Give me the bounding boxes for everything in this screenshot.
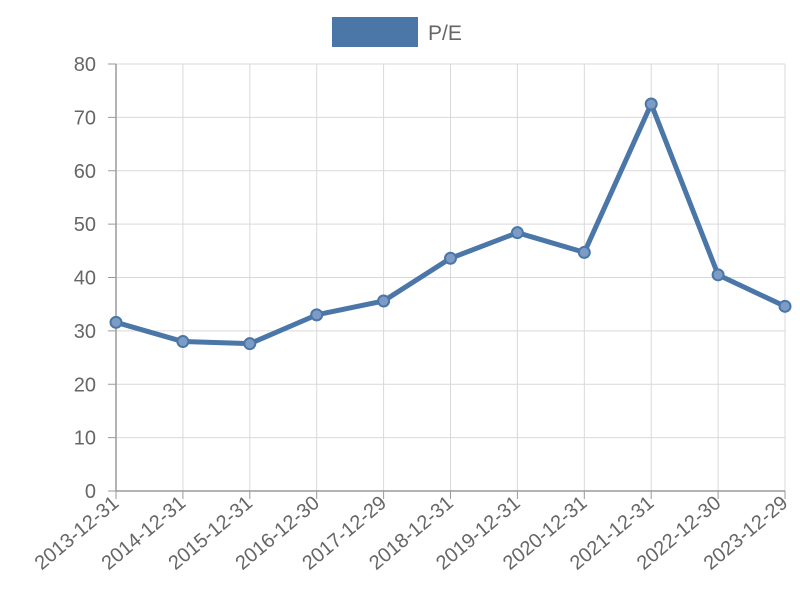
data-point[interactable] bbox=[711, 268, 725, 282]
y-tick-label: 40 bbox=[74, 268, 96, 290]
y-tick-label: 30 bbox=[74, 321, 96, 343]
y-axis-tick-labels: 0 10 20 30 40 50 60 70 80 bbox=[74, 54, 96, 503]
data-point[interactable] bbox=[510, 226, 524, 240]
legend-label: P/E bbox=[428, 22, 462, 45]
data-point[interactable] bbox=[243, 337, 257, 351]
legend-swatch bbox=[332, 17, 418, 47]
legend: P/E bbox=[332, 17, 462, 47]
data-point[interactable] bbox=[778, 299, 792, 313]
y-tick-label: 70 bbox=[74, 107, 96, 129]
y-tick-label: 0 bbox=[85, 481, 96, 503]
data-point[interactable] bbox=[444, 251, 457, 265]
data-point[interactable] bbox=[109, 315, 123, 329]
y-tick-label: 20 bbox=[74, 374, 96, 396]
data-point[interactable] bbox=[377, 294, 391, 308]
grid bbox=[116, 63, 786, 491]
y-tick-label: 80 bbox=[74, 54, 96, 76]
x-axis-tick-labels: 2013-12-312014-12-312015-12-312016-12-30… bbox=[31, 492, 793, 575]
y-tick-label: 60 bbox=[74, 161, 96, 183]
data-point[interactable] bbox=[577, 245, 591, 259]
y-tick-label: 10 bbox=[74, 428, 96, 450]
series-pe bbox=[109, 97, 792, 351]
data-point[interactable] bbox=[176, 335, 190, 349]
data-point[interactable] bbox=[310, 308, 324, 322]
y-tick-label: 50 bbox=[74, 214, 96, 236]
data-point[interactable] bbox=[644, 97, 658, 111]
axes bbox=[108, 63, 786, 499]
